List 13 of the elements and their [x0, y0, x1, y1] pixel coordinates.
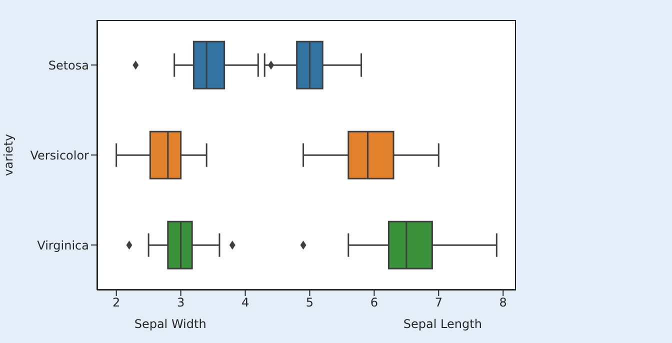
- y-tick-label: Versicolor: [30, 148, 90, 162]
- x-tick-label: 6: [370, 296, 378, 310]
- x-tick-label: 5: [306, 296, 314, 310]
- x-axis-title: Sepal Width: [134, 317, 206, 331]
- text: Sepal Length: [403, 317, 482, 331]
- x-tick-label: 7: [434, 296, 442, 310]
- y-axis-title: variety: [1, 134, 16, 176]
- y-tick-label: Setosa: [48, 58, 89, 72]
- x-tick-label: 4: [241, 296, 250, 310]
- x-tick-label: 3: [176, 296, 185, 310]
- x-tick-label: 8: [499, 296, 507, 310]
- y-tick-label: Virginica: [37, 238, 89, 252]
- x-tick-label: 2: [112, 296, 120, 310]
